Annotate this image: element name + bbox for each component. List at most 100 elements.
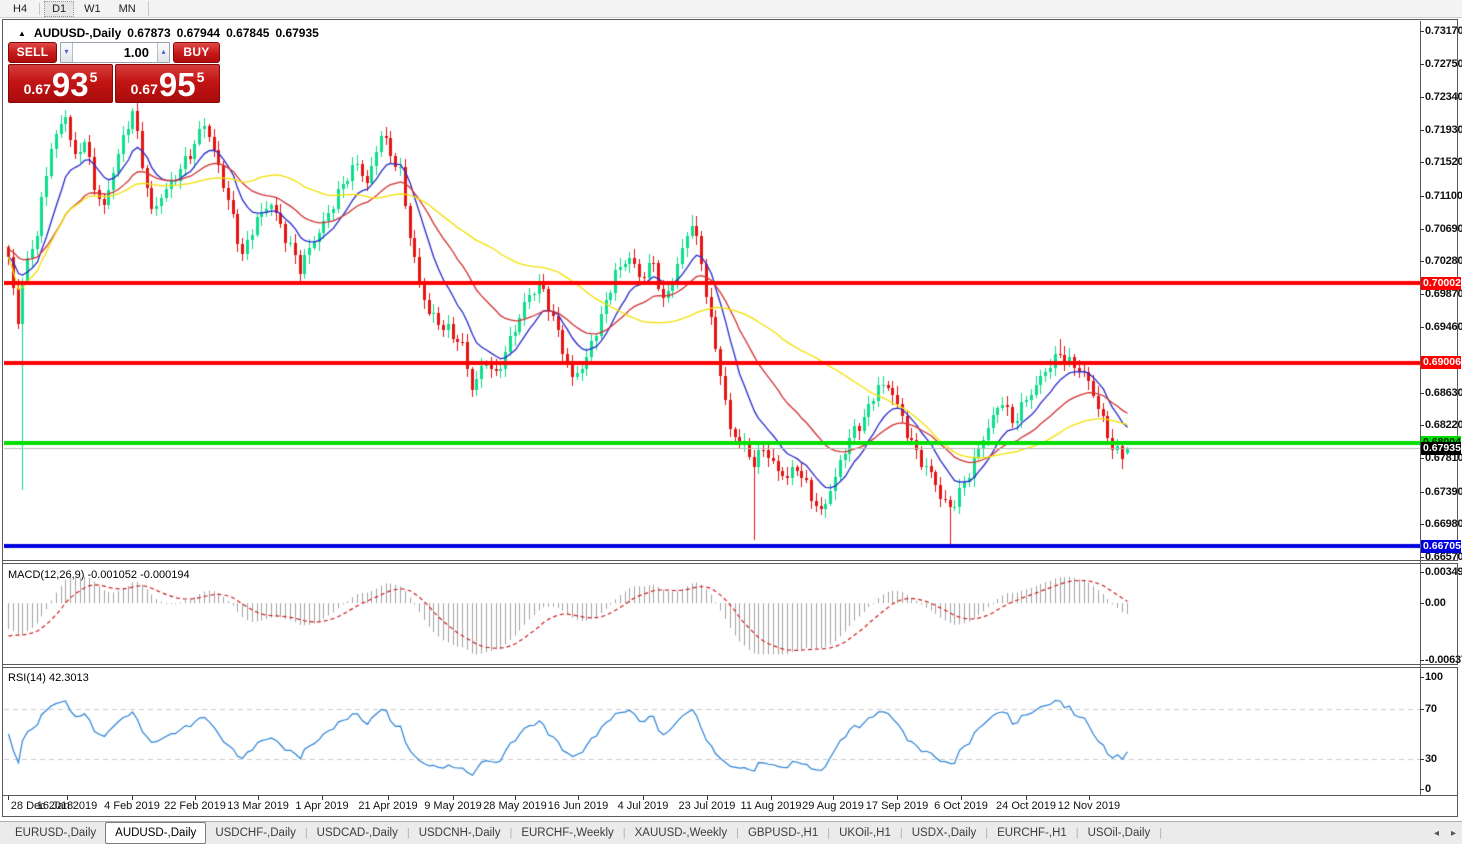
- chart-tab-usdcnhdaily[interactable]: USDCNH-,Daily: [418, 827, 501, 839]
- level-price-label[interactable]: 0.66705: [1421, 540, 1461, 553]
- buy-price-sup: 5: [196, 69, 205, 85]
- price-tick-label: 0.70280: [1425, 255, 1462, 267]
- date-tick-mark: [322, 796, 323, 800]
- rsi-tick-mark: [1420, 677, 1424, 678]
- chart-tab-eurchfweekly[interactable]: EURCHF-,Weekly: [521, 827, 614, 839]
- date-label: 16 Jun 2019: [547, 800, 609, 812]
- buy-price-display[interactable]: 0.67 95 5: [115, 64, 220, 103]
- date-tick-mark: [1026, 796, 1027, 800]
- date-tick-mark: [1089, 796, 1090, 800]
- chart-tab-bar: EURUSD-,Daily AUDUSD-,Daily USDCHF-,Daily |…: [0, 821, 1462, 844]
- level-price-label[interactable]: 0.70002: [1421, 277, 1461, 290]
- tab-separator: |: [1159, 827, 1163, 839]
- time-axis-line: [3, 795, 1458, 796]
- rsi-tick-mark: [1420, 789, 1424, 790]
- timeframe-buttons: H4 D1 W1 MN: [0, 0, 152, 17]
- tab-separator: |: [985, 827, 989, 839]
- tab-scroll-left-icon[interactable]: ◂: [1433, 828, 1439, 839]
- price-axis-line: [1420, 21, 1421, 795]
- date-label: 22 Feb 2019: [164, 800, 226, 812]
- macd-tick-label: 0.00349: [1425, 566, 1462, 578]
- chart-tab-usoildaily[interactable]: USOil-,Daily: [1087, 827, 1151, 839]
- timeframe-button-h4[interactable]: H4: [13, 2, 28, 15]
- date-label: 9 May 2019: [424, 800, 482, 812]
- price-tick-label: 0.71520: [1425, 156, 1462, 168]
- price-tick-mark: [1420, 458, 1424, 459]
- panel-separator[interactable]: [3, 664, 1458, 668]
- tab-scroll-right-icon[interactable]: ▸: [1450, 828, 1456, 839]
- chart-tab-eurusddaily[interactable]: EURUSD-,Daily: [15, 827, 97, 839]
- chart-tab-usdxdaily[interactable]: USDX-,Daily: [911, 827, 977, 839]
- buy-button[interactable]: BUY: [173, 42, 220, 63]
- date-label: 28 Dec 2018: [10, 800, 74, 812]
- tab-separator: |: [827, 827, 831, 839]
- rsi-label: RSI(14) 42.3013: [8, 672, 89, 684]
- volume-decrease-button[interactable]: ▾: [61, 43, 73, 62]
- date-label: 11 Aug 2019: [740, 800, 802, 812]
- rsi-tick-label: 30: [1425, 753, 1437, 765]
- chart-tab-eurchfh1[interactable]: EURCHF-,H1: [997, 827, 1067, 839]
- timeframe-button-mn[interactable]: MN: [118, 2, 136, 15]
- date-tick-mark: [258, 796, 259, 800]
- sell-button[interactable]: SELL: [8, 42, 57, 63]
- chart-tab-usdchfdaily[interactable]: USDCHF-,Daily: [215, 827, 296, 839]
- ohlc-high: 0.67944: [176, 26, 221, 40]
- price-tick-mark: [1420, 162, 1424, 163]
- volume-input[interactable]: [73, 43, 157, 62]
- toolbar-divider: [147, 1, 149, 16]
- rsi-tick-label: 0: [1425, 783, 1431, 795]
- date-tick-mark: [388, 796, 389, 800]
- macd-indicator-canvas[interactable]: [4, 564, 1420, 664]
- price-tick-label: 0.67810: [1425, 452, 1462, 464]
- timeframe-button-d1[interactable]: D1: [44, 0, 75, 17]
- date-label: 12 Nov 2019: [1057, 800, 1121, 812]
- chevron-up-icon: ▴: [161, 47, 166, 56]
- date-label: 21 Apr 2019: [358, 800, 418, 812]
- price-tick-label: 0.66980: [1425, 518, 1462, 530]
- chart-tab-usdcaddaily[interactable]: USDCAD-,Daily: [316, 827, 398, 839]
- price-tick-mark: [1420, 393, 1424, 394]
- price-tick-mark: [1420, 557, 1424, 558]
- rsi-tick-label: 100: [1425, 671, 1443, 683]
- sell-price-display[interactable]: 0.67 93 5: [8, 64, 113, 103]
- date-tick-mark: [132, 796, 133, 800]
- volume-increase-button[interactable]: ▴: [157, 43, 169, 62]
- chart-tab-audusddaily[interactable]: AUDUSD-,Daily: [105, 822, 207, 844]
- rsi-indicator-canvas[interactable]: [4, 668, 1420, 795]
- price-tick-label: 0.67390: [1425, 486, 1462, 498]
- date-label: 4 Jul 2019: [617, 800, 669, 812]
- price-tick-mark: [1420, 492, 1424, 493]
- macd-tick-label: -0.00637: [1425, 654, 1462, 666]
- date-tick-mark: [643, 796, 644, 800]
- chart-tab-xauusdweekly[interactable]: XAUUSD-,Weekly: [634, 827, 728, 839]
- date-label: 1 Apr 2019: [295, 800, 349, 812]
- collapse-panel-icon[interactable]: ▲: [18, 28, 26, 38]
- chart-tab-ukoilh1[interactable]: UKOil-,H1: [839, 827, 891, 839]
- price-tick-label: 0.71930: [1425, 124, 1462, 136]
- price-tick-label: 0.68220: [1425, 419, 1462, 431]
- level-price-label[interactable]: 0.69006: [1421, 356, 1461, 369]
- chart-title: ▲ AUDUSD-,Daily 0.67873 0.67944 0.67845 …: [18, 26, 319, 40]
- rsi-tick-mark: [1420, 709, 1424, 710]
- price-tick-mark: [1420, 524, 1424, 525]
- chart-tab-gbpusdh1[interactable]: GBPUSD-,H1: [747, 827, 819, 839]
- price-tick-label: 0.69870: [1425, 288, 1462, 300]
- panel-separator[interactable]: [3, 560, 1458, 564]
- tab-separator: |: [1075, 827, 1079, 839]
- price-chart-canvas[interactable]: [4, 21, 1420, 559]
- price-tick-mark: [1420, 327, 1424, 328]
- timeframe-button-w1[interactable]: W1: [84, 2, 101, 15]
- volume-stepper: ▾ ▴: [60, 42, 170, 63]
- sell-price-sup: 5: [89, 69, 98, 85]
- price-tick-mark: [1420, 130, 1424, 131]
- date-tick-mark: [195, 796, 196, 800]
- date-label: 29 Aug 2019: [802, 800, 864, 812]
- macd-tick-mark: [1420, 603, 1424, 604]
- date-label: 28 May 2019: [483, 800, 547, 812]
- tab-scroll-arrows: ◂ ▸: [1434, 822, 1456, 845]
- timeframe-toolbar: H4 D1 W1 MN: [0, 0, 1462, 18]
- price-tick-label: 0.73170: [1425, 25, 1462, 37]
- macd-tick-mark: [1420, 660, 1424, 661]
